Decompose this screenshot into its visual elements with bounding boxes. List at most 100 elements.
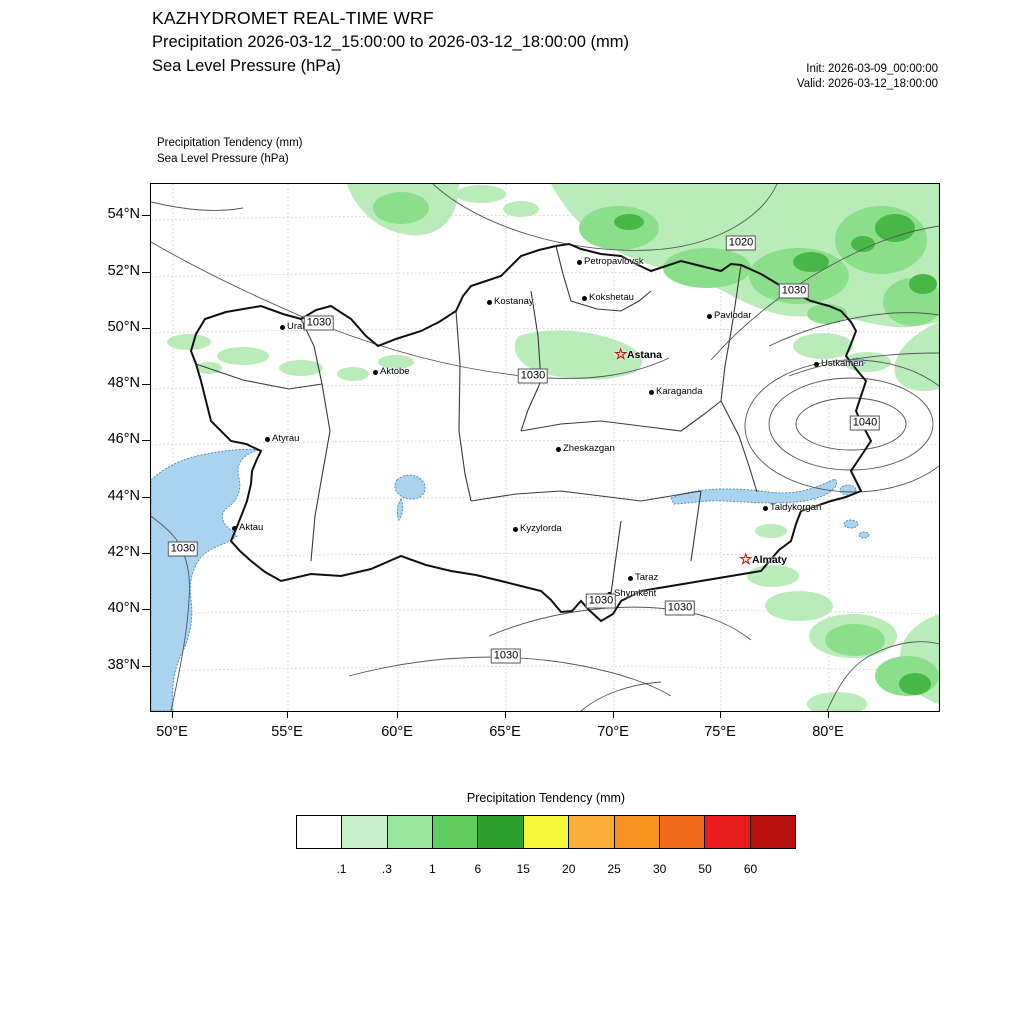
colorbar-cell	[386, 816, 433, 848]
city-dot	[707, 314, 712, 319]
city-label: Shymkent	[614, 588, 657, 599]
colorbar-ticks: .1 .3 1 6 15 20 25 30 50 60	[296, 862, 796, 878]
lake-small	[858, 531, 870, 539]
lat-axis-label: 44°N	[107, 488, 140, 504]
city-dot	[814, 362, 819, 367]
precipitation-shading-dark	[614, 214, 937, 695]
city-label: Almaty	[752, 554, 788, 566]
lat-axis-tick	[142, 215, 150, 216]
colorbar-cell	[568, 816, 614, 848]
isobar-label: 1030	[167, 541, 199, 557]
colorbar-tick-label: 20	[562, 862, 576, 876]
colorbar-cell	[658, 816, 705, 848]
colorbar-tick-label: .1	[336, 862, 347, 876]
colorbar-tick-label: 15	[516, 862, 530, 876]
map-overlay: Petropavlovsk Kostanay Kokshetau Pavlodar Ur…	[151, 184, 939, 711]
city-label: Kyzylorda	[520, 523, 562, 534]
lon-axis-label: 65°E	[489, 724, 521, 740]
city-dot	[577, 260, 582, 265]
city-label: Kostanay	[494, 296, 534, 307]
isobar-label: 1030	[303, 315, 335, 331]
isobar-label: 1040	[849, 415, 881, 431]
map-legend: Precipitation Tendency (mm) Sea Level Pr…	[157, 135, 303, 167]
colorbar-tick-label: .3	[381, 862, 392, 876]
lat-axis-tick	[142, 666, 150, 667]
valid-time: Valid: 2026-03-12_18:00:00	[796, 78, 938, 90]
colorbar-cell	[477, 816, 523, 848]
lon-axis-label: 80°E	[812, 724, 844, 740]
capital-star-icon: ☆	[614, 346, 628, 363]
colorbar-cell	[432, 816, 478, 848]
lat-axis-label: 48°N	[107, 375, 140, 391]
lat-axis-label: 46°N	[107, 431, 140, 447]
lake-balkhash	[670, 478, 837, 505]
isobar-label: 1030	[585, 593, 617, 609]
isobar-label: 1030	[664, 600, 696, 616]
city-label: Taraz	[635, 572, 659, 583]
lon-axis-tick	[172, 711, 173, 718]
lat-axis-label: 42°N	[107, 544, 140, 560]
city-dot	[582, 296, 587, 301]
city-label: Karaganda	[656, 386, 703, 397]
isobar-label: 1030	[517, 368, 549, 384]
colorbar-cell	[522, 816, 569, 848]
lon-axis-tick	[505, 711, 506, 718]
city-label: Atyrau	[272, 433, 300, 444]
lon-axis-tick	[828, 711, 829, 718]
colorbar-cell	[341, 816, 387, 848]
page-title: KAZHYDROMET REAL-TIME WRF	[152, 8, 434, 28]
city-dot	[280, 325, 285, 330]
isobar-label: 1020	[725, 235, 757, 251]
run-times: Init: 2026-03-09_00:00:00 Valid: 2026-03…	[797, 62, 938, 92]
isobar-label: 1030	[490, 648, 522, 664]
lon-axis-tick	[397, 711, 398, 718]
city-dot	[649, 390, 654, 395]
lat-axis-tick	[142, 609, 150, 610]
map-legend-precip: Precipitation Tendency (mm)	[157, 137, 303, 149]
lake-zaysan	[839, 484, 857, 496]
water-bodies	[151, 357, 870, 711]
lon-axis-tick	[720, 711, 721, 718]
colorbar-tick-label: 1	[429, 862, 436, 876]
colorbar-tick-label: 6	[474, 862, 482, 876]
init-time: Init: 2026-03-09_00:00:00	[806, 63, 938, 75]
lat-axis-label: 40°N	[107, 600, 140, 616]
isobar-label: 1030	[778, 283, 810, 299]
city-dot	[513, 527, 518, 532]
city-dot	[628, 576, 633, 581]
city-dot	[487, 300, 492, 305]
city-dot	[265, 437, 270, 442]
lon-axis-tick	[287, 711, 288, 718]
lat-axis-tick	[142, 497, 150, 498]
lon-axis-tick	[613, 711, 614, 718]
caspian-sea	[151, 448, 260, 711]
city-label: Petropavlovsk	[584, 256, 644, 267]
colorbar-tick-label: 30	[652, 862, 667, 876]
aral-sea	[394, 474, 426, 500]
city-label: Ustkamen	[821, 358, 864, 369]
city-label: Aktobe	[380, 366, 410, 377]
lat-axis-label: 54°N	[107, 206, 140, 222]
colorbar-cell	[613, 816, 659, 848]
aral-sea-south	[396, 498, 404, 521]
city-dot	[763, 506, 768, 511]
city-label: Taldykorgan	[770, 502, 822, 513]
lon-axis-label: 60°E	[381, 724, 413, 740]
city-dot	[232, 526, 237, 531]
city-label: Uralsk	[287, 321, 314, 332]
colorbar-tick-label: 50	[698, 862, 712, 876]
lat-axis-tick	[142, 272, 150, 273]
slp-subtitle: Sea Level Pressure (hPa)	[152, 57, 341, 75]
lon-axis-label: 50°E	[156, 724, 188, 740]
colorbar-tick-label: 25	[607, 862, 621, 876]
precip-subtitle: Precipitation 2026-03-12_15:00:00 to 202…	[152, 33, 629, 51]
isobars	[151, 184, 939, 711]
city-dot	[373, 370, 378, 375]
lat-axis-tick	[142, 328, 150, 329]
lat-axis-label: 38°N	[107, 657, 140, 673]
colorbar	[296, 815, 796, 849]
city-label: Zheskazgan	[563, 443, 615, 454]
colorbar-tick-label: 60	[743, 862, 758, 876]
city-label: Pavlodar	[714, 310, 752, 321]
